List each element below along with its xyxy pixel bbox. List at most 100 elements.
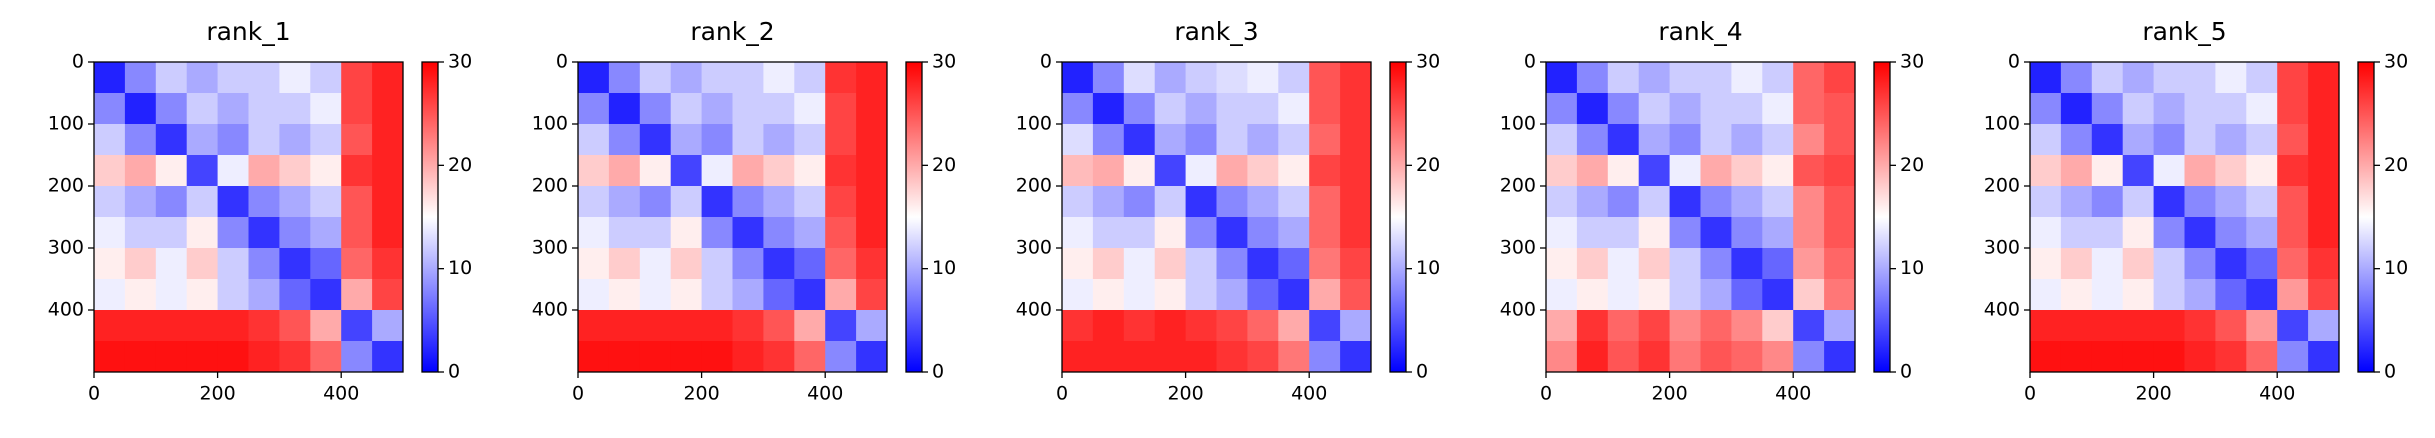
heatmap-cell <box>856 62 888 94</box>
heatmap-cell <box>372 93 404 125</box>
heatmap-cell <box>2153 93 2185 125</box>
heatmap-cell <box>1669 155 1701 187</box>
colorbar-tick-label: 10 <box>448 257 472 279</box>
colorbar <box>2357 61 2375 373</box>
chart-title: rank_4 <box>1658 17 1742 46</box>
heatmap-cell <box>248 124 280 156</box>
heatmap-cell <box>2246 217 2278 249</box>
heatmap-cell <box>248 186 280 218</box>
heatmap-cell <box>732 310 764 342</box>
heatmap-cell <box>1247 341 1279 373</box>
x-tick-label: 400 <box>1775 383 1811 405</box>
heatmap-cell <box>2153 248 2185 280</box>
heatmap-cell <box>1762 155 1794 187</box>
heatmap-cell <box>2246 62 2278 94</box>
heatmap-cell <box>1669 124 1701 156</box>
heatmap-cell <box>1824 248 1856 280</box>
y-tick-label: 300 <box>532 237 568 259</box>
heatmap-cell <box>794 186 826 218</box>
heatmap-cell <box>732 62 764 94</box>
heatmap-cell <box>124 62 157 94</box>
heatmap-cell <box>578 124 610 156</box>
heatmap-cell <box>2308 62 2340 94</box>
heatmap-cell <box>608 310 641 342</box>
heatmap-cell <box>856 124 888 156</box>
heatmap-cell <box>94 341 126 373</box>
heatmap-cell <box>2030 186 2062 218</box>
x-tick-label: 200 <box>2135 383 2171 405</box>
y-tick-label: 400 <box>1984 299 2020 321</box>
heatmap-cell <box>1123 341 1156 373</box>
heatmap-cell <box>1546 248 1578 280</box>
heatmap-cell <box>670 93 703 125</box>
colorbar <box>1389 61 1407 373</box>
heatmap-cell <box>1278 217 1310 249</box>
heatmap-cell <box>248 341 280 373</box>
colorbar-tick-label: 0 <box>932 361 944 383</box>
heatmap-cell <box>2060 248 2093 280</box>
heatmap-cell <box>1638 93 1671 125</box>
heatmap-cell <box>1123 310 1156 342</box>
heatmap-cell <box>1062 341 1094 373</box>
heatmap-cell <box>1669 93 1701 125</box>
heatmap-cell <box>670 124 703 156</box>
colorbar-tick-label: 30 <box>1416 51 1440 73</box>
heatmap-cell <box>639 341 672 373</box>
x-tick-label: 0 <box>1540 383 1552 405</box>
heatmap-cell <box>2308 310 2340 342</box>
plot-frame <box>93 61 404 373</box>
heatmap-cell <box>2122 124 2155 156</box>
colorbar-tick-label: 10 <box>1900 257 1924 279</box>
heatmap-cell <box>1247 310 1279 342</box>
heatmap-cell <box>248 62 280 94</box>
heatmap-cell <box>578 93 610 125</box>
heatmap-cell <box>1700 279 1732 311</box>
heatmap-cell <box>1576 93 1609 125</box>
heatmap-cell <box>1638 186 1671 218</box>
heatmap-cell <box>124 217 157 249</box>
y-tick-label: 300 <box>1984 237 2020 259</box>
heatmap-cell <box>1731 62 1763 94</box>
heatmap-cell <box>701 186 733 218</box>
heatmap-cell <box>1062 310 1094 342</box>
heatmap-cell <box>1309 341 1341 373</box>
heatmap-cell <box>639 217 672 249</box>
heatmap-cell <box>217 279 249 311</box>
heatmap-cell <box>2091 155 2124 187</box>
heatmap-cell <box>1638 310 1671 342</box>
heatmap-cell <box>1062 155 1094 187</box>
heatmap-cell <box>578 186 610 218</box>
heatmap-cell <box>2091 310 2124 342</box>
heatmap-cell <box>1576 155 1609 187</box>
heatmap-cell <box>1247 93 1279 125</box>
heatmap-cell <box>1546 310 1578 342</box>
heatmap-cell <box>1185 248 1217 280</box>
heatmap-cell <box>732 186 764 218</box>
heatmap-cell <box>1185 62 1217 94</box>
heatmap-cell <box>1309 62 1341 94</box>
heatmap-cell <box>2215 279 2247 311</box>
heatmap-cell <box>2184 341 2216 373</box>
heatmap-cell <box>2277 279 2309 311</box>
heatmap-cell <box>1216 93 1248 125</box>
heatmap-cell <box>2091 186 2124 218</box>
chart-title: rank_5 <box>2142 17 2226 46</box>
x-tick-label: 400 <box>323 383 359 405</box>
heatmap-cell <box>670 186 703 218</box>
colorbar-tick-label: 10 <box>932 257 956 279</box>
heatmap-cell <box>1123 62 1156 94</box>
heatmap-cell <box>825 279 857 311</box>
heatmap-cell <box>1062 248 1094 280</box>
heatmap-cell <box>1278 186 1310 218</box>
heatmap-cell <box>701 341 733 373</box>
heatmap-cell <box>578 155 610 187</box>
heatmap-cell <box>2153 279 2185 311</box>
heatmap-cell <box>186 62 219 94</box>
heatmap-cell <box>2215 217 2247 249</box>
heatmap-cell <box>1700 248 1732 280</box>
heatmap-cell <box>1762 310 1794 342</box>
heatmap-cell <box>124 93 157 125</box>
heatmap-cell <box>1216 217 1248 249</box>
x-tick-label: 0 <box>572 383 584 405</box>
heatmap-cell <box>94 155 126 187</box>
